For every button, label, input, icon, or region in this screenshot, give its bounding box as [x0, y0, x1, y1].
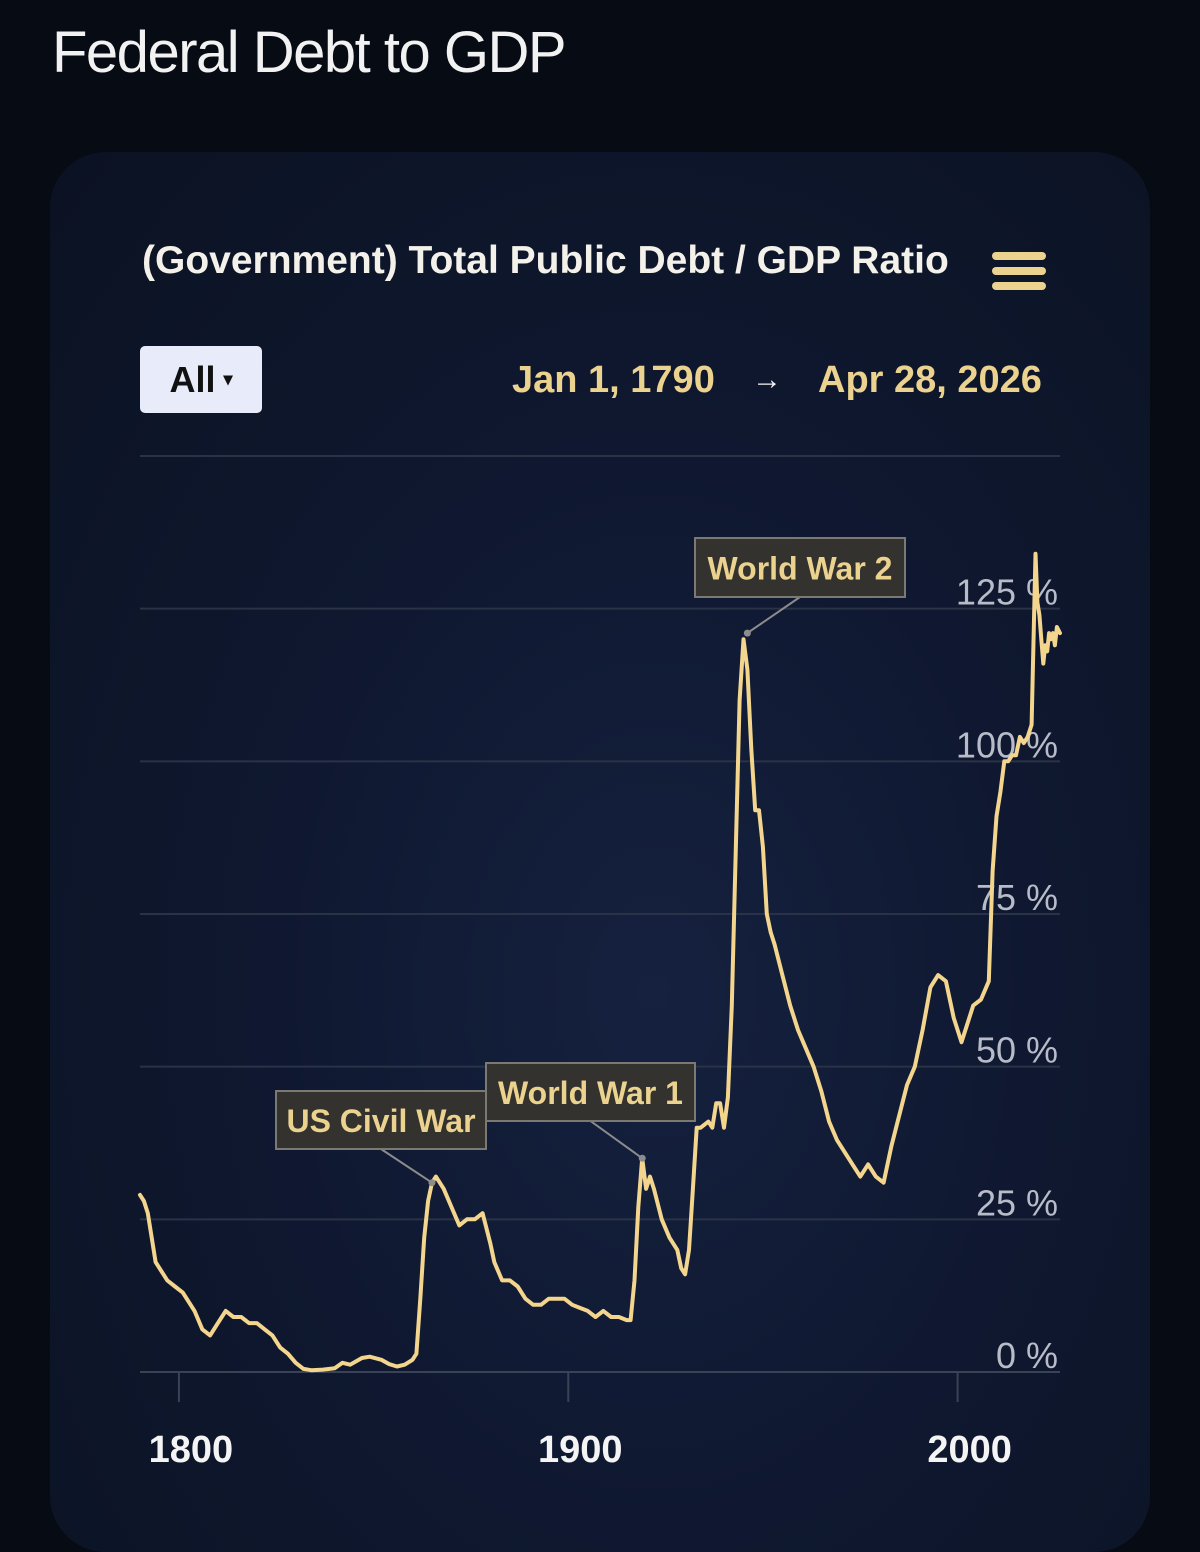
- y-tick-label: 75 %: [976, 877, 1058, 918]
- arrow-right-icon: →: [752, 363, 782, 396]
- y-axis-labels: 0 % 25 % 50 % 75 % 100 % 125 %: [956, 572, 1058, 1376]
- annotation-point: [743, 629, 751, 637]
- x-tick-label: 1800: [149, 1429, 234, 1471]
- page-title: Federal Debt to GDP: [52, 20, 567, 85]
- annotations: US Civil War World War 1 World War 2: [275, 537, 906, 1187]
- debt-gdp-line-chart[interactable]: 0 % 25 % 50 % 75 % 100 % 125 % 1800 1900 2000 U…: [0, 0, 1200, 1485]
- range-selector-button[interactable]: All ▾: [140, 346, 262, 413]
- annotation-box: [485, 1062, 696, 1122]
- annotation-connector: [746, 596, 801, 634]
- annotation-box: [694, 537, 906, 598]
- y-tick-label: 50 %: [976, 1030, 1058, 1071]
- annotation-connector: [589, 1120, 643, 1160]
- gridlines: [140, 455, 1060, 1373]
- annotation-label: World War 2: [708, 551, 893, 587]
- y-tick-label: 100 %: [956, 724, 1058, 765]
- annotation-connector: [380, 1148, 433, 1184]
- annotation-point: [638, 1154, 646, 1162]
- chart-title: (Government) Total Public Debt / GDP Rat…: [142, 239, 949, 282]
- y-tick-label: 125 %: [956, 572, 1058, 613]
- x-tick-label: 1900: [538, 1429, 623, 1471]
- series-layer: [138, 551, 1062, 1373]
- hamburger-menu-icon[interactable]: [990, 250, 1048, 294]
- x-axis: 1800 1900 2000: [149, 1372, 1012, 1471]
- chevron-down-icon: ▾: [223, 369, 233, 389]
- date-range-end[interactable]: Apr 28, 2026: [818, 359, 1042, 401]
- date-range-start[interactable]: Jan 1, 1790: [512, 359, 715, 401]
- y-tick-label: 25 %: [976, 1182, 1058, 1223]
- y-tick-label: 0 %: [996, 1335, 1058, 1376]
- annotation-label: US Civil War: [286, 1103, 475, 1139]
- x-tick-label: 2000: [927, 1429, 1012, 1471]
- annotation-point: [428, 1179, 436, 1187]
- range-selector-label: All: [169, 358, 216, 400]
- series-line-0: [138, 551, 1062, 1373]
- annotation-label: World War 1: [498, 1075, 683, 1111]
